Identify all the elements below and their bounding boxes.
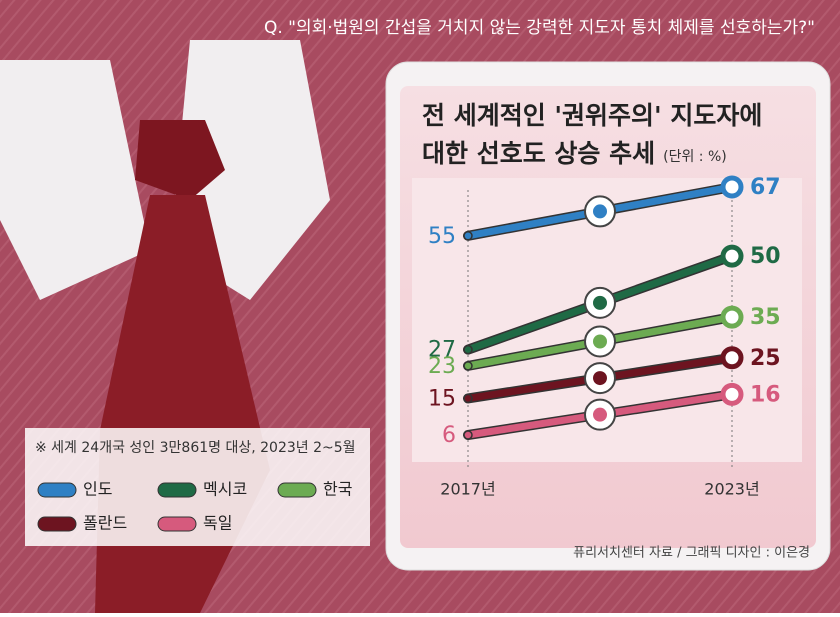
point xyxy=(720,305,744,329)
value-label: 6 xyxy=(442,423,456,448)
legend-swatch xyxy=(157,482,197,498)
x-tick-label: 2017년 xyxy=(440,480,495,499)
note: ※ 세계 24개국 성인 3만861명 대상, 2023년 2~5월 xyxy=(35,440,356,456)
point xyxy=(463,430,473,440)
value-label: 35 xyxy=(750,305,781,330)
value-label: 23 xyxy=(428,354,456,379)
legend-label: 멕시코 xyxy=(203,480,247,499)
flag-center xyxy=(593,371,607,386)
legend-label: 인도 xyxy=(83,480,112,499)
shirt-collar xyxy=(0,60,150,300)
title: 대한 선호도 상승 추세 xyxy=(422,139,655,168)
legend-label: 독일 xyxy=(203,514,232,533)
source: 퓨리서치센터 자료 / 그래픽 디자인 : 이은경 xyxy=(573,546,810,561)
value-label: 15 xyxy=(428,386,456,411)
flag-center xyxy=(593,295,607,310)
legend-label: 한국 xyxy=(323,480,352,499)
value-label: 25 xyxy=(750,346,781,371)
point xyxy=(720,244,744,268)
legend-swatch xyxy=(37,516,77,532)
legend-swatch xyxy=(157,516,197,532)
legend-label: 폴란드 xyxy=(83,514,127,533)
flag-center xyxy=(593,204,607,219)
point xyxy=(463,231,473,241)
value-label: 16 xyxy=(750,382,781,407)
value-label: 67 xyxy=(750,175,781,200)
point xyxy=(463,361,473,371)
x-tick-label: 2023년 xyxy=(704,480,759,499)
value-label: 55 xyxy=(428,224,456,249)
point xyxy=(720,175,744,199)
flag-center xyxy=(593,334,607,349)
legend-swatch xyxy=(277,482,317,498)
title: 전 세계적인 '권위주의' 지도자에 xyxy=(422,101,762,130)
point xyxy=(463,344,473,355)
question: Q. "의회·법원의 간섭을 거치지 않는 강력한 지도자 통치 체제를 선호하… xyxy=(264,18,815,38)
value-label: 50 xyxy=(750,244,781,269)
unit: (단위 : %) xyxy=(663,149,727,165)
flag-center xyxy=(593,407,607,422)
point xyxy=(720,382,744,406)
point xyxy=(720,346,744,370)
legend-swatch xyxy=(37,482,77,498)
tie-knot xyxy=(135,120,225,200)
value-label: 27 xyxy=(428,338,456,363)
point xyxy=(463,393,473,404)
